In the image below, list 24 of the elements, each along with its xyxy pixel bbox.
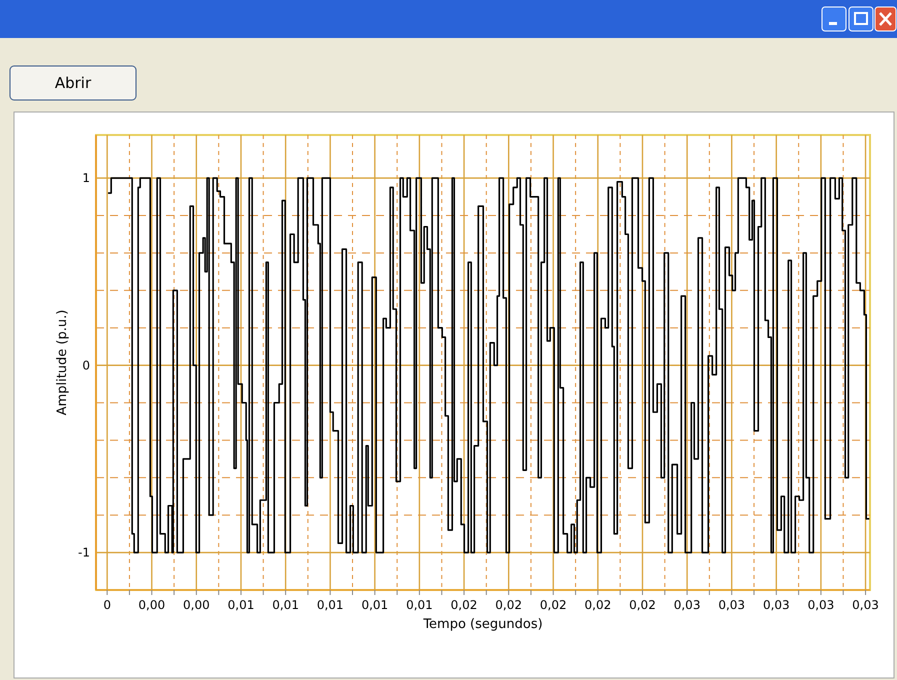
x-tick-label: 0,03 (808, 598, 834, 612)
x-tick-label: 0,03 (852, 598, 879, 612)
x-tick-label: 0,01 (228, 598, 254, 612)
y-tick-label: 1 (82, 171, 90, 186)
x-tick-label: 0,00 (138, 598, 166, 612)
x-tick-label: 0,03 (718, 598, 746, 612)
x-tick-label: 0,02 (450, 598, 478, 612)
x-tick-label: 0,01 (361, 598, 388, 612)
y-tick-label: -1 (78, 546, 90, 560)
x-tick-label: 0,01 (272, 598, 299, 612)
x-tick-label: 0,02 (629, 598, 656, 612)
x-tick-label: 0,01 (406, 598, 433, 612)
x-tick-label: 0,02 (584, 598, 612, 612)
x-tick-label: 0 (103, 598, 111, 612)
x-tick-label: 0,02 (540, 598, 567, 612)
x-tick-label: 0,03 (674, 598, 700, 612)
x-tick-label: 0,01 (316, 598, 344, 612)
y-tick-label: 0 (82, 358, 90, 372)
x-tick-label: 0,03 (762, 598, 790, 612)
open-button: Abrir (10, 66, 136, 100)
x-axis-title: Tempo (segundos) (422, 617, 543, 632)
x-tick-label: 0,00 (183, 598, 210, 612)
x-tick-label: 0,02 (495, 598, 522, 612)
y-axis-title: Amplitude (p.u.) (55, 310, 70, 416)
